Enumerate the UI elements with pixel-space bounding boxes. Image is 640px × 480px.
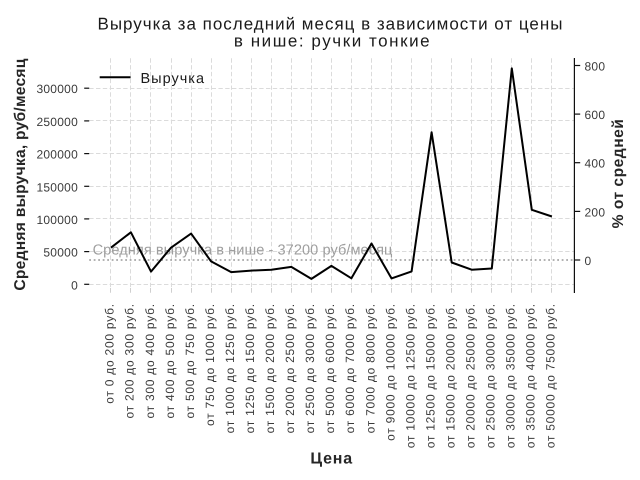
svg-text:от 5000 до 6000 руб.: от 5000 до 6000 руб. [323, 303, 337, 433]
svg-text:в нише: ручки тонкие: в нише: ручки тонкие [234, 31, 431, 50]
svg-text:от 50000 до 75000 руб.: от 50000 до 75000 руб. [544, 303, 558, 448]
svg-text:0: 0 [585, 254, 592, 268]
svg-text:от 35000 до 40000 руб.: от 35000 до 40000 руб. [524, 303, 538, 448]
svg-text:800: 800 [585, 59, 606, 73]
svg-text:300000: 300000 [36, 82, 78, 96]
svg-text:150000: 150000 [36, 180, 78, 194]
svg-text:от 500 до 750 руб.: от 500 до 750 руб. [183, 303, 197, 418]
svg-text:от 1500 до 2000 руб.: от 1500 до 2000 руб. [263, 303, 277, 433]
svg-text:от 0 до 200 руб.: от 0 до 200 руб. [103, 303, 117, 404]
svg-text:от 12500 до 15000 руб.: от 12500 до 15000 руб. [423, 303, 437, 448]
svg-text:50000: 50000 [43, 246, 78, 260]
svg-text:от 20000 до 25000 руб.: от 20000 до 25000 руб. [464, 303, 478, 448]
svg-text:250000: 250000 [36, 115, 78, 129]
svg-text:от 9000 до 10000 руб.: от 9000 до 10000 руб. [383, 303, 397, 441]
svg-text:от 25000 до 30000 руб.: от 25000 до 30000 руб. [484, 303, 498, 448]
svg-text:от 15000 до 20000 руб.: от 15000 до 20000 руб. [444, 303, 458, 448]
svg-text:% от средней: % от средней [610, 119, 627, 229]
svg-text:200: 200 [585, 205, 606, 219]
svg-text:от 2500 до 3000 руб.: от 2500 до 3000 руб. [303, 303, 317, 433]
svg-text:от 750 до 1000 руб.: от 750 до 1000 руб. [203, 303, 217, 426]
svg-text:от 2000 до 2500 руб.: от 2000 до 2500 руб. [283, 303, 297, 433]
svg-text:от 6000 до 7000 руб.: от 6000 до 7000 руб. [343, 303, 357, 433]
svg-text:от 7000 до 8000 руб.: от 7000 до 8000 руб. [363, 303, 377, 433]
svg-text:Средняя выручка в нише - 37200: Средняя выручка в нише - 37200 руб/месяц [93, 243, 393, 259]
svg-text:Цена: Цена [310, 450, 353, 467]
svg-text:от 30000 до 35000 руб.: от 30000 до 35000 руб. [504, 303, 518, 448]
svg-text:от 300 до 400 руб.: от 300 до 400 руб. [143, 303, 157, 418]
svg-text:Выручка: Выручка [141, 71, 206, 87]
svg-text:600: 600 [585, 108, 606, 122]
svg-text:от 10000 до 12500 руб.: от 10000 до 12500 руб. [403, 303, 417, 448]
svg-text:0: 0 [71, 278, 78, 292]
svg-text:Выручка за последний месяц в з: Выручка за последний месяц в зависимости… [97, 15, 563, 34]
svg-text:от 200 до 300 руб.: от 200 до 300 руб. [123, 303, 137, 418]
svg-text:400: 400 [585, 157, 606, 171]
svg-text:100000: 100000 [36, 213, 78, 227]
svg-text:Средняя выручка, руб/месяц: Средняя выручка, руб/месяц [12, 58, 29, 290]
svg-text:200000: 200000 [36, 148, 78, 162]
svg-text:от 1250 до 1500 руб.: от 1250 до 1500 руб. [243, 303, 257, 433]
svg-text:от 1000 до 1250 руб.: от 1000 до 1250 руб. [223, 303, 237, 433]
svg-text:от 400 до 500 руб.: от 400 до 500 руб. [163, 303, 177, 418]
